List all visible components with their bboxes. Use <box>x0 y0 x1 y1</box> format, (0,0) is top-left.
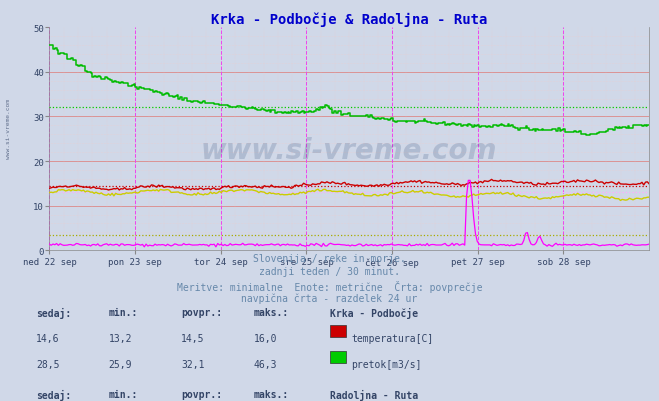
Text: 16,0: 16,0 <box>254 333 277 343</box>
Text: 28,5: 28,5 <box>36 359 60 369</box>
Text: Meritve: minimalne  Enote: metrične  Črta: povprečje: Meritve: minimalne Enote: metrične Črta:… <box>177 280 482 292</box>
Text: maks.:: maks.: <box>254 389 289 399</box>
Text: 46,3: 46,3 <box>254 359 277 369</box>
Text: navpična črta - razdelek 24 ur: navpična črta - razdelek 24 ur <box>241 293 418 304</box>
Text: Radoljna - Ruta: Radoljna - Ruta <box>330 389 418 400</box>
Text: www.si-vreme.com: www.si-vreme.com <box>201 136 498 164</box>
Text: 13,2: 13,2 <box>109 333 132 343</box>
Text: www.si-vreme.com: www.si-vreme.com <box>6 98 11 158</box>
Text: 32,1: 32,1 <box>181 359 205 369</box>
Text: 25,9: 25,9 <box>109 359 132 369</box>
Text: povpr.:: povpr.: <box>181 307 222 317</box>
Text: 14,6: 14,6 <box>36 333 60 343</box>
Text: Slovenija / reke in morje.: Slovenija / reke in morje. <box>253 253 406 263</box>
Text: Krka - Podbočje: Krka - Podbočje <box>330 307 418 318</box>
Text: 14,5: 14,5 <box>181 333 205 343</box>
Text: min.:: min.: <box>109 389 138 399</box>
Text: min.:: min.: <box>109 307 138 317</box>
Text: temperatura[C]: temperatura[C] <box>351 333 434 343</box>
Text: pretok[m3/s]: pretok[m3/s] <box>351 359 422 369</box>
Text: sedaj:: sedaj: <box>36 307 71 318</box>
Title: Krka - Podbočje & Radoljna - Ruta: Krka - Podbočje & Radoljna - Ruta <box>211 12 488 27</box>
Text: sedaj:: sedaj: <box>36 389 71 400</box>
Text: maks.:: maks.: <box>254 307 289 317</box>
Text: povpr.:: povpr.: <box>181 389 222 399</box>
Text: zadnji teden / 30 minut.: zadnji teden / 30 minut. <box>259 267 400 277</box>
